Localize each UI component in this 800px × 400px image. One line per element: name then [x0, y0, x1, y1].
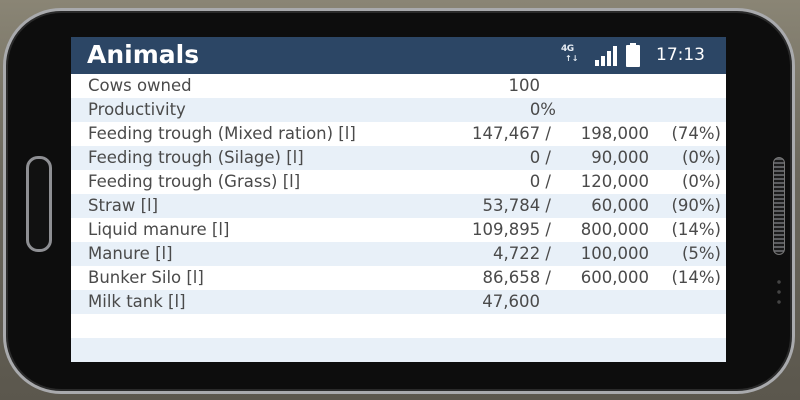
row-label: Feeding trough (Grass) [l]	[88, 172, 301, 191]
row-value: 47,600	[482, 292, 540, 311]
status-time: 17:13	[656, 45, 705, 65]
page-title: Animals	[87, 40, 200, 69]
row-label: Milk tank [l]	[88, 292, 186, 311]
row-label: Bunker Silo [l]	[88, 268, 204, 287]
row-percent: (14%)	[671, 268, 721, 287]
row-label: Liquid manure [l]	[88, 220, 230, 239]
battery-full-icon	[626, 43, 640, 67]
row-value: 0 /	[529, 172, 551, 191]
row-label: Cows owned	[88, 76, 192, 95]
data-arrows-label: ↑↓	[565, 54, 579, 63]
sensor-dots	[777, 277, 781, 307]
table-row: Feeding trough (Mixed ration) [l] 147,46…	[71, 122, 726, 146]
network-type-label: 4G	[561, 44, 574, 54]
empty-rows	[71, 314, 726, 362]
header-bar: Animals 4G ↑↓ 17:13	[71, 37, 726, 74]
row-percent: (74%)	[671, 124, 721, 143]
row-value: 0%	[529, 100, 556, 119]
row-label: Feeding trough (Mixed ration) [l]	[88, 124, 356, 143]
row-capacity: 100,000	[580, 244, 649, 263]
home-button[interactable]	[26, 156, 52, 252]
row-value: 109,895 /	[471, 220, 551, 239]
row-percent: (0%)	[681, 172, 721, 191]
signal-bars-icon	[595, 46, 617, 66]
row-label: Manure [l]	[88, 244, 173, 263]
table-row: Liquid manure [l] 109,895 / 800,000 (14%…	[71, 218, 726, 242]
row-label: Productivity	[88, 100, 186, 119]
row-value: 147,467 /	[471, 124, 551, 143]
table-row: Productivity 0%	[71, 98, 726, 122]
row-percent: (14%)	[671, 220, 721, 239]
row-label: Straw [l]	[88, 196, 159, 215]
row-value: 86,658 /	[482, 268, 551, 287]
row-value: 0 /	[529, 148, 551, 167]
row-capacity: 800,000	[580, 220, 649, 239]
speaker-grille	[773, 157, 785, 255]
row-value: 4,722 /	[492, 244, 551, 263]
row-capacity: 198,000	[580, 124, 649, 143]
table-row: Feeding trough (Silage) [l] 0 / 90,000 (…	[71, 146, 726, 170]
table-row: Cows owned 100	[71, 74, 726, 98]
row-capacity: 600,000	[580, 268, 649, 287]
phone-screen: Animals 4G ↑↓ 17:13 Cows owned 100 Produ…	[71, 37, 726, 362]
row-percent: (90%)	[671, 196, 721, 215]
row-percent: (5%)	[681, 244, 721, 263]
table-row: Feeding trough (Grass) [l] 0 / 120,000 (…	[71, 170, 726, 194]
network-4g-icon: 4G ↑↓	[561, 44, 581, 66]
table-row: Straw [l] 53,784 / 60,000 (90%)	[71, 194, 726, 218]
row-percent: (0%)	[681, 148, 721, 167]
table-row: Bunker Silo [l] 86,658 / 600,000 (14%)	[71, 266, 726, 290]
row-capacity: 120,000	[580, 172, 649, 191]
row-capacity: 90,000	[591, 148, 649, 167]
row-label: Feeding trough (Silage) [l]	[88, 148, 304, 167]
row-value: 53,784 /	[482, 196, 551, 215]
table-row: Milk tank [l] 47,600	[71, 290, 726, 314]
row-value: 100	[508, 76, 541, 95]
animals-stats-table: Cows owned 100 Productivity 0% Feeding t…	[71, 74, 726, 362]
row-capacity: 60,000	[591, 196, 649, 215]
table-row: Manure [l] 4,722 / 100,000 (5%)	[71, 242, 726, 266]
